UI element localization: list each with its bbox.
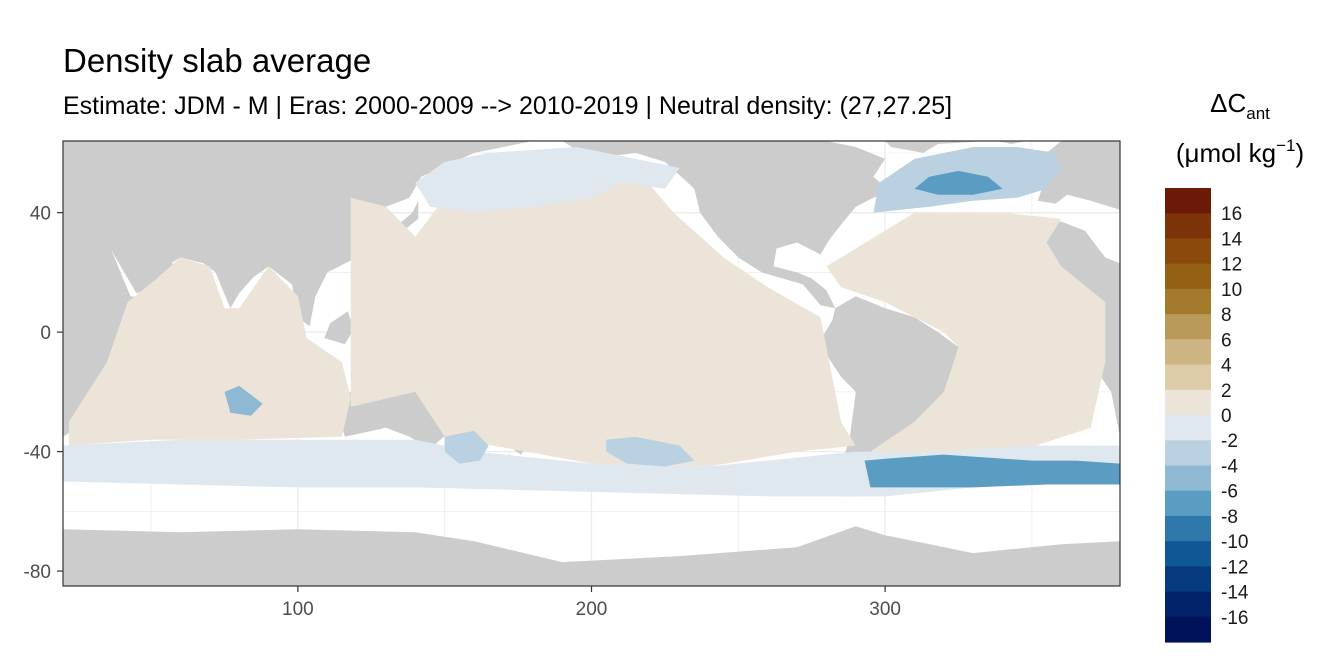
legend-colorbar <box>1165 188 1211 643</box>
legend-labels: 16 14 12 10 8 6 4 2 0 -2 -4 -6 -8 -10 -12 -14 -16 <box>1221 204 1249 629</box>
legend-label: 12 <box>1221 255 1242 276</box>
region-indian <box>68 257 351 446</box>
legend-label: -14 <box>1221 583 1249 604</box>
chart-title: Density slab average <box>63 42 372 79</box>
y-tick-label: -80 <box>24 562 51 583</box>
land-africa-west <box>63 227 154 437</box>
legend-swatch <box>1165 566 1211 593</box>
legend-swatch <box>1165 440 1211 467</box>
region-north-pacific <box>415 147 680 213</box>
x-tick-label: 200 <box>576 599 608 620</box>
region-south-pacific-pocket <box>606 436 695 467</box>
land-south-america <box>823 296 959 497</box>
region-labrador <box>914 170 1003 195</box>
legend-unit: (μmol kg−1) <box>1176 136 1304 168</box>
legend-swatch <box>1165 465 1211 492</box>
legend-label: -2 <box>1221 431 1238 452</box>
legend-label: 4 <box>1221 356 1232 377</box>
land-greenland <box>885 141 988 153</box>
land-borneo <box>324 311 354 345</box>
legend-label: -16 <box>1221 608 1248 629</box>
legend-swatch <box>1165 238 1211 265</box>
legend-swatch <box>1165 591 1211 618</box>
legend-title: ΔCant <box>1210 88 1270 123</box>
legend-label: 8 <box>1221 305 1232 326</box>
chart-subtitle: Estimate: JDM - M | Eras: 2000-2009 --> … <box>63 92 953 120</box>
legend-swatch <box>1165 288 1211 315</box>
region-indian-pocket <box>224 385 263 416</box>
legend-swatch <box>1165 515 1211 542</box>
y-tick-label: -40 <box>24 443 51 464</box>
legend-swatch <box>1165 541 1211 567</box>
legend-swatch <box>1165 263 1211 290</box>
legend-label: -8 <box>1221 507 1238 528</box>
region-tasman <box>444 430 489 464</box>
legend-label: -12 <box>1221 557 1248 578</box>
region-southern-belt <box>63 439 1120 497</box>
legend-swatch <box>1165 188 1211 214</box>
land-eurasia <box>63 141 533 327</box>
colorbar-legend: ΔCant (μmol kg−1) 16 14 12 10 8 6 4 2 0 -2 -4 -6 -8 -… <box>1165 88 1304 643</box>
y-tick-label: 40 <box>30 204 51 225</box>
land-iceland <box>996 141 1026 144</box>
legend-label: 16 <box>1221 204 1242 225</box>
region-pacific <box>350 158 856 467</box>
legend-label: -10 <box>1221 532 1248 553</box>
legend-swatch <box>1165 490 1211 517</box>
legend-label: 2 <box>1221 381 1232 402</box>
x-tick-label: 300 <box>869 599 901 620</box>
legend-swatch <box>1165 314 1211 340</box>
legend-swatch <box>1165 339 1211 366</box>
plot-panel <box>63 141 1120 586</box>
x-tick-label: 100 <box>282 599 314 620</box>
legend-swatch <box>1165 213 1211 240</box>
legend-swatch <box>1165 364 1211 391</box>
region-atlantic <box>826 212 1106 452</box>
legend-swatch <box>1165 389 1211 416</box>
legend-label: -4 <box>1221 456 1238 477</box>
legend-label: 0 <box>1221 406 1232 427</box>
region-south-atlantic-deep <box>864 454 1120 488</box>
land-antarctica <box>63 526 1120 586</box>
legend-swatch <box>1165 616 1211 643</box>
ocean-value-regions <box>63 147 1120 497</box>
legend-label: 14 <box>1221 229 1243 250</box>
y-tick-label: 0 <box>40 323 51 344</box>
legend-swatch <box>1165 415 1211 441</box>
land-europe <box>1037 141 1120 210</box>
land-north-america <box>562 141 891 309</box>
legend-label: -6 <box>1221 482 1238 503</box>
land-india <box>203 263 263 309</box>
legend-label: 10 <box>1221 280 1242 301</box>
legend-label: 6 <box>1221 330 1232 351</box>
